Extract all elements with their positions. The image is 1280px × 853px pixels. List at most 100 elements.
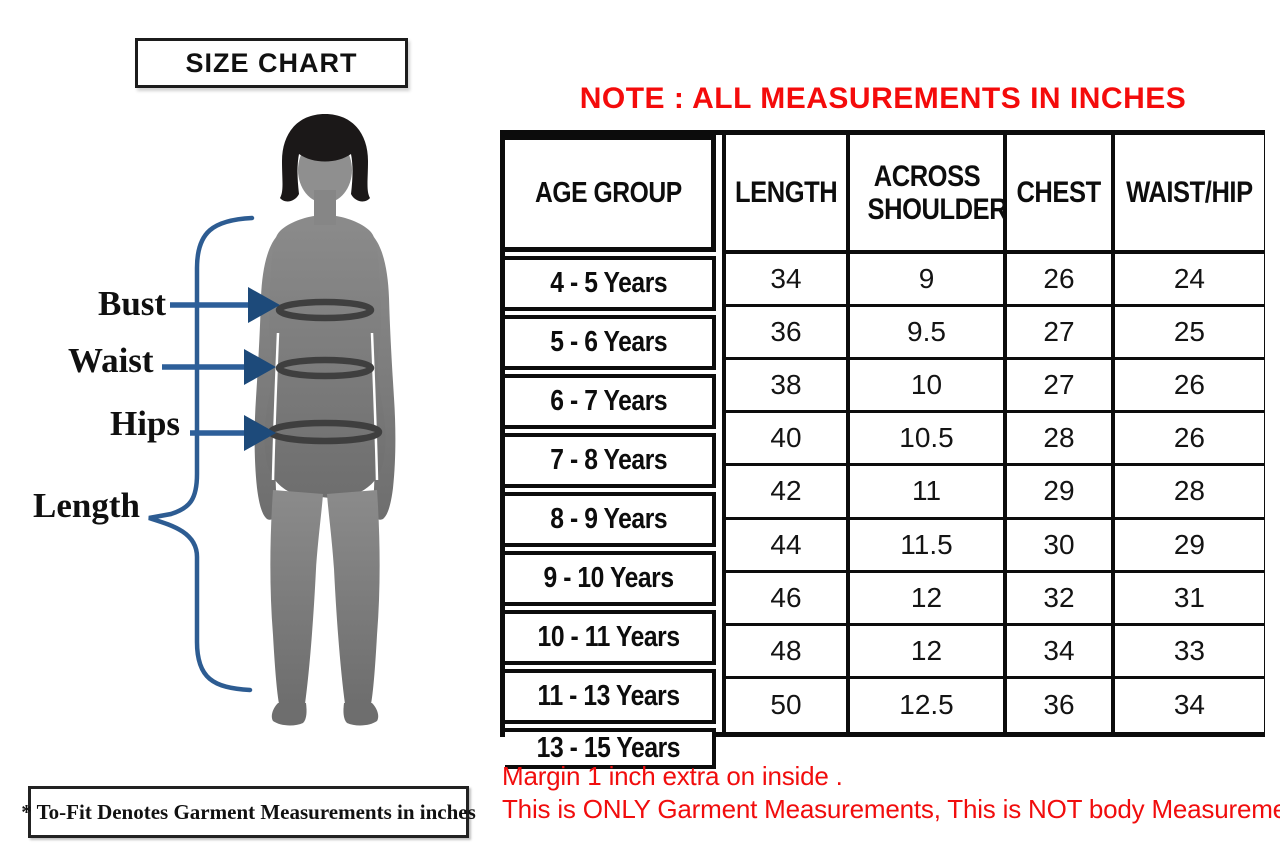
waist-hip-value: 26 (1173, 422, 1205, 454)
age-cell: 7 - 8 Years (505, 433, 716, 488)
table-cell: 26 (1111, 360, 1264, 414)
length-brace (148, 215, 255, 693)
age-value: 4 - 5 Years (550, 267, 667, 299)
table-cell: 12 (846, 572, 1003, 626)
chest-value: 27 (1043, 316, 1075, 348)
chest-value: 30 (1043, 528, 1075, 560)
to-fit-footnote: * To-Fit Denotes Garment Measurements in… (21, 799, 476, 824)
chest-value: 36 (1043, 689, 1075, 721)
length-value: 46 (770, 581, 802, 613)
chest-value: 26 (1043, 263, 1075, 295)
chest-header-cell: CHEST (1003, 135, 1111, 254)
table-cell: 11.5 (846, 519, 1003, 573)
length-label: Length (33, 486, 140, 525)
table-cell: 32 (1003, 572, 1111, 626)
age-cell: 11 - 13 Years (505, 669, 716, 724)
shoulder-value: 12.5 (899, 689, 954, 721)
size-chart-title: SIZE CHART (185, 47, 358, 78)
figure-arm-seam-left (271, 332, 280, 481)
table-cell: 36 (726, 307, 846, 361)
waist-hip-value: 34 (1173, 689, 1205, 721)
length-value: 42 (770, 475, 802, 507)
table-cell: 29 (1111, 519, 1264, 573)
figure-hair (280, 114, 370, 202)
size-table: AGE GROUP 4 - 5 Years 5 - 6 Years 6 - 7 … (500, 130, 1265, 769)
shoulder-value: 9.5 (907, 316, 946, 348)
table-cell: 40 (726, 413, 846, 467)
chest-value: 28 (1043, 422, 1075, 454)
figure-left-foot (271, 703, 307, 726)
shoulder-value: 11 (911, 475, 942, 507)
length-value: 48 (770, 634, 802, 666)
chest-header-label: CHEST (1016, 175, 1102, 209)
waist-hip-value: 28 (1173, 475, 1205, 507)
age-cell: 5 - 6 Years (505, 315, 716, 370)
table-cell: 30 (1003, 519, 1111, 573)
table-cell: 25 (1111, 307, 1264, 361)
table-cell: 12 (846, 625, 1003, 679)
shoulder-value: 9 (918, 263, 935, 295)
table-cell: 26 (1003, 254, 1111, 308)
table-cell: 27 (1003, 307, 1111, 361)
size-chart-title-box: SIZE CHART (135, 38, 408, 88)
table-cell: 38 (726, 360, 846, 414)
length-header-label: LENGTH (734, 175, 838, 209)
table-cell: 10 (846, 360, 1003, 414)
age-value: 6 - 7 Years (550, 385, 667, 417)
waist-arrow (162, 349, 276, 385)
garment-measurement-note: This is ONLY Garment Measurements, This … (502, 794, 1280, 824)
age-value: 8 - 9 Years (550, 503, 667, 535)
length-value: 34 (770, 263, 802, 295)
length-value: 36 (770, 316, 802, 348)
age-cell: 4 - 5 Years (505, 256, 716, 311)
table-cell: 12.5 (846, 678, 1003, 732)
table-cell: 50 (726, 678, 846, 732)
waist-hip-header-cell: WAIST/HIP (1111, 135, 1264, 254)
table-cell: 24 (1111, 254, 1264, 308)
across-shoulder-header-label: ACROSS SHOULDER (867, 159, 1007, 226)
table-cell: 27 (1003, 360, 1111, 414)
age-value: 11 - 13 Years (537, 680, 680, 712)
waist-hip-value: 24 (1173, 263, 1205, 295)
shoulder-value: 10 (910, 369, 943, 401)
waist-band (275, 356, 375, 380)
chest-value: 29 (1043, 475, 1075, 507)
table-cell: 26 (1111, 413, 1264, 467)
table-cell: 29 (1003, 466, 1111, 520)
length-value: 44 (770, 528, 802, 560)
shoulder-value: 12 (910, 581, 943, 613)
shoulder-value: 10.5 (899, 422, 954, 454)
age-cell: 6 - 7 Years (505, 374, 716, 429)
age-group-header-cell: AGE GROUP (505, 135, 716, 252)
figure-arm-seam-right (370, 332, 379, 481)
hips-label: Hips (110, 404, 181, 443)
length-value: 40 (770, 422, 802, 454)
figure-left-leg (270, 490, 323, 704)
age-cell: 13 - 15 Years (505, 728, 716, 769)
measurement-annotations (148, 215, 280, 693)
shoulder-value: 11.5 (900, 528, 953, 560)
chest-value: 32 (1043, 581, 1075, 613)
figure-right-leg (327, 490, 380, 704)
waist-hip-value: 33 (1173, 634, 1205, 666)
waist-hip-header-label: WAIST/HIP (1126, 175, 1253, 209)
garment-notes: Margin 1 inch extra on inside . This is … (502, 760, 1280, 826)
table-cell: 48 (726, 625, 846, 679)
to-fit-footnote-box: * To-Fit Denotes Garment Measurements in… (21, 786, 476, 838)
age-cell: 8 - 9 Years (505, 492, 716, 547)
age-value: 9 - 10 Years (543, 562, 674, 594)
table-cell: 36 (1003, 678, 1111, 732)
table-cell: 46 (726, 572, 846, 626)
figure-neck (314, 190, 336, 228)
waist-hip-value: 26 (1173, 369, 1205, 401)
waist-hip-value: 25 (1173, 316, 1205, 348)
waist-label: Waist (68, 341, 154, 380)
age-value: 5 - 6 Years (550, 326, 667, 358)
age-group-header-label: AGE GROUP (534, 177, 682, 209)
shoulder-value: 12 (910, 634, 943, 666)
table-cell: 34 (1111, 678, 1264, 732)
length-header-cell: LENGTH (726, 135, 846, 254)
table-cell: 31 (1111, 572, 1264, 626)
bust-band (275, 298, 375, 322)
across-shoulder-header-cell: ACROSS SHOULDER (846, 135, 1007, 254)
